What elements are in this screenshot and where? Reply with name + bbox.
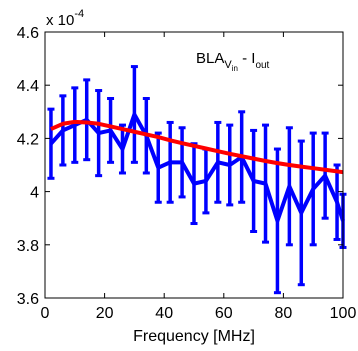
y-multiplier-label: x 10-4 — [46, 8, 84, 29]
y-tick-label: 4 — [30, 185, 39, 202]
y-multiplier-exponent: -4 — [74, 8, 84, 20]
annotation-separator: - I — [238, 50, 256, 67]
y-tick-label: 4.6 — [17, 25, 39, 42]
annotation-main: BLA — [196, 50, 224, 67]
annotation-sub-1: V — [224, 59, 232, 71]
series-line-blue — [49, 112, 345, 223]
y-tick-label: 4.2 — [17, 131, 39, 148]
y-tick-label: 3.8 — [17, 238, 39, 255]
annotation-sub-1-sub: in — [232, 64, 238, 73]
y-tick-label: 3.6 — [17, 291, 39, 308]
x-tick-label: 40 — [155, 305, 173, 322]
y-multiplier-base: x 10 — [46, 12, 74, 29]
annotation-sub-2: out — [255, 60, 269, 71]
ticks-layer: 0 20 40 60 80 100 3.6 3.8 4 4.2 4.4 4.6 — [17, 25, 357, 322]
x-tick-label: 100 — [330, 305, 357, 322]
series-line-red — [50, 119, 344, 175]
x-tick-label: 20 — [96, 305, 114, 322]
y-tick-label: 4.4 — [17, 78, 39, 95]
x-tick-label: 0 — [41, 305, 50, 322]
x-tick-label: 60 — [215, 305, 233, 322]
data-layer — [47, 65, 347, 295]
x-axis-label: Frequency [MHz] — [133, 328, 255, 345]
x-tick-label: 80 — [275, 305, 293, 322]
series-annotation: BLAVin - Iout — [196, 50, 270, 73]
plot-frame — [44, 31, 344, 299]
